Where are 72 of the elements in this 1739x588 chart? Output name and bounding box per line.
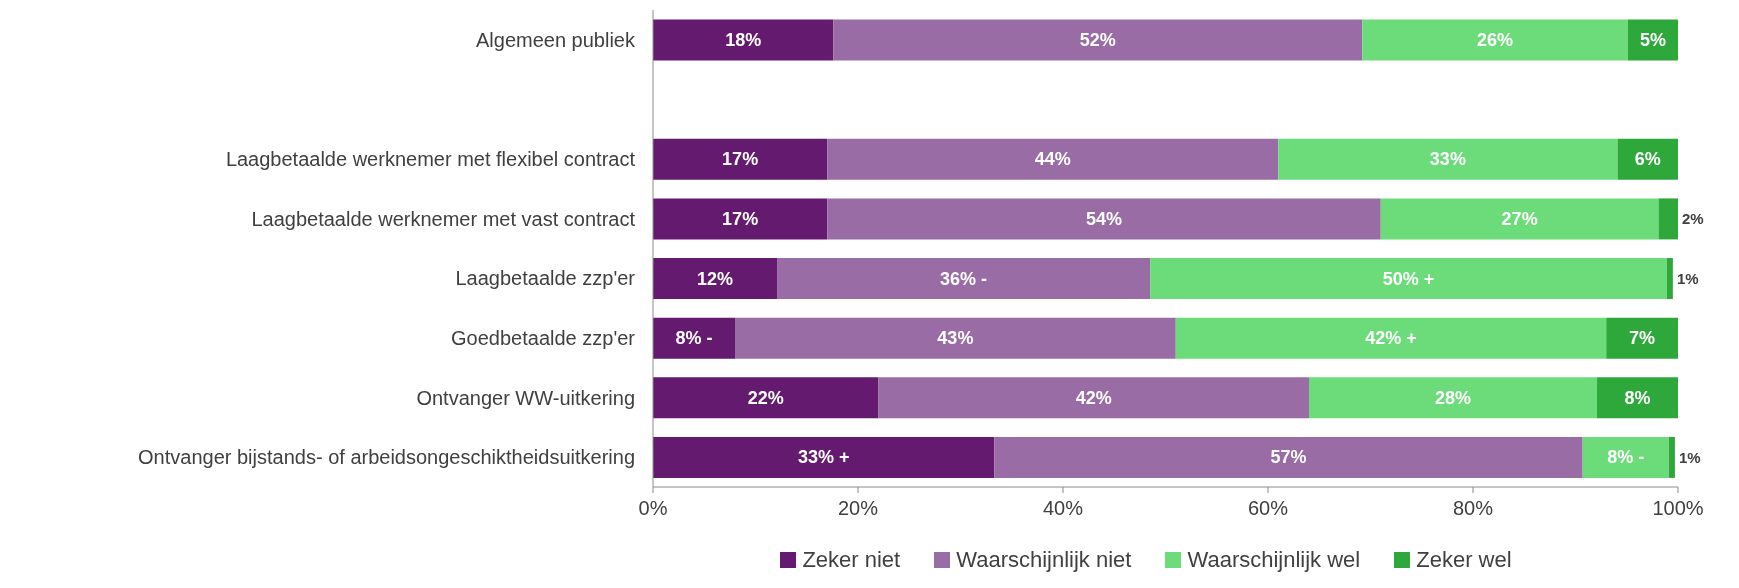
y-tick-label: Laagbetaalde werknemer met flexibel contract [225, 148, 636, 171]
data-label: 26% [1477, 30, 1514, 51]
y-tick-label: Algemeen publiek [476, 28, 636, 51]
data-label: 17% [722, 208, 759, 229]
bar [827, 198, 1381, 240]
bar [1606, 317, 1678, 359]
bar [994, 436, 1583, 478]
data-label: 28% [1435, 387, 1472, 408]
bar [1582, 436, 1669, 478]
bar [1666, 258, 1673, 300]
data-label: 8% [1624, 387, 1651, 408]
bar [653, 258, 778, 300]
bar [1278, 138, 1618, 180]
bar [1309, 377, 1598, 419]
bar [653, 138, 828, 180]
data-label: 1% [1676, 270, 1699, 288]
data-label: 6% [1634, 149, 1661, 170]
data-label: 43% [937, 328, 974, 349]
bar [1362, 19, 1628, 61]
bar [1380, 198, 1659, 240]
x-tick-label: 20% [837, 497, 879, 520]
data-label: 44% [1034, 149, 1071, 170]
x-tick-label: 60% [1247, 497, 1289, 520]
data-label: 18% [725, 30, 762, 51]
data-label: 7% [1629, 328, 1656, 349]
data-label: 27% [1501, 208, 1538, 229]
data-label: 22% [747, 387, 784, 408]
y-tick-label: Laagbetaalde werknemer met vast contract [251, 207, 636, 230]
legend-label: Zeker niet [801, 547, 901, 573]
bar [878, 377, 1309, 419]
data-label: 42% + [1365, 328, 1417, 349]
y-tick-label: Ontvanger WW-uitkering [416, 386, 635, 409]
bar [1617, 138, 1678, 180]
bar [1658, 198, 1678, 240]
y-tick-label: Goedbetaalde zzp'er [451, 327, 636, 350]
data-label: 33% [1429, 149, 1466, 170]
legend-label: Zeker wel [1415, 547, 1512, 573]
legend-label: Waarschijnlijk niet [955, 547, 1132, 573]
bar [1668, 436, 1675, 478]
data-label: 17% [722, 149, 759, 170]
data-label: 8% - [675, 328, 713, 349]
x-tick-label: 40% [1042, 497, 1084, 520]
data-label: 54% [1085, 208, 1123, 229]
bar [833, 19, 1363, 61]
bar [653, 19, 834, 61]
bar [1150, 258, 1667, 300]
bar [653, 377, 879, 419]
data-label: 57% [1270, 447, 1307, 468]
x-tick-label: 0% [638, 497, 668, 520]
data-label: 52% [1079, 30, 1116, 51]
bar [735, 317, 1176, 359]
bar [653, 198, 828, 240]
bar [1175, 317, 1607, 359]
legend-label: Waarschijnlijk wel [1186, 547, 1361, 573]
data-label: 5% [1639, 30, 1666, 51]
data-label: 12% [697, 268, 734, 289]
data-label: 42% [1075, 387, 1112, 408]
data-label: 50% + [1382, 268, 1435, 289]
y-tick-label: Ontvanger bijstands- of arbeidsongeschiktheidsuitkering [138, 446, 635, 469]
bar [1597, 377, 1678, 419]
x-tick-label: 100% [1652, 497, 1704, 520]
y-tick-label: Laagbetaalde zzp'er [455, 267, 636, 290]
bar [827, 138, 1279, 180]
data-label: 2% [1682, 210, 1704, 228]
data-label: 1% [1678, 448, 1701, 466]
x-tick-label: 80% [1452, 497, 1494, 520]
bar [777, 258, 1151, 300]
bar [653, 436, 995, 478]
data-label: 36% - [940, 268, 988, 289]
data-label: 8% - [1607, 447, 1645, 468]
bar [653, 317, 735, 359]
data-label: 33% + [797, 447, 850, 468]
